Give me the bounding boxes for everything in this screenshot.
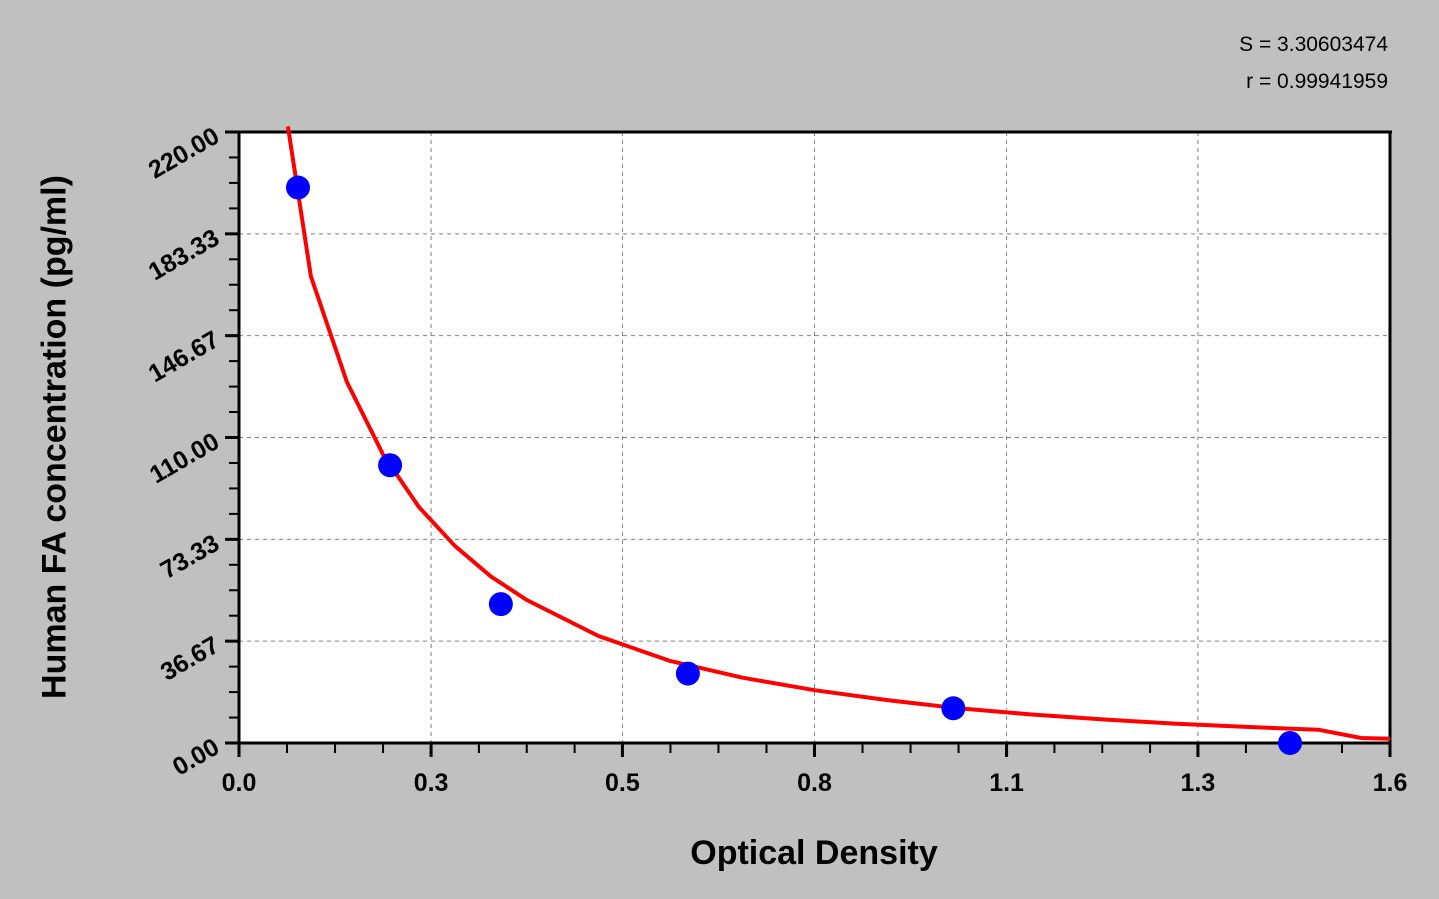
x-tick-label: 0.3 bbox=[414, 769, 449, 797]
y-tick-label: 36.67 bbox=[156, 631, 224, 687]
x-tick-label: 1.1 bbox=[989, 769, 1024, 797]
y-tick-label: 146.67 bbox=[144, 326, 224, 388]
x-tick-label: 0.0 bbox=[222, 769, 257, 797]
y-axis-ticks: 0.00 36.67 73.33 110.00 146.67 183.33 220.00 bbox=[144, 122, 239, 782]
y-tick-label: 73.33 bbox=[156, 529, 224, 585]
x-tick-label: 0.8 bbox=[797, 769, 832, 797]
y-tick-label: 220.00 bbox=[144, 122, 224, 184]
y-axis-label: Human FA concentration (pg/ml) bbox=[35, 175, 74, 699]
data-point bbox=[675, 661, 700, 686]
data-point bbox=[1278, 731, 1303, 755]
x-tick-label: 0.5 bbox=[605, 769, 640, 797]
data-point bbox=[941, 696, 966, 721]
data-point bbox=[378, 453, 403, 478]
x-tick-label: 1.3 bbox=[1181, 769, 1216, 797]
y-tick-label: 183.33 bbox=[144, 224, 224, 286]
x-axis-ticks: 0.0 0.3 0.5 0.8 1.1 1.3 1.6 bbox=[222, 743, 1408, 797]
gridlines bbox=[239, 132, 1390, 743]
y-tick-label: 110.00 bbox=[145, 427, 224, 489]
x-axis-label: Optical Density bbox=[690, 834, 938, 872]
data-points bbox=[285, 175, 1303, 755]
data-point bbox=[285, 175, 310, 200]
x-tick-label: 1.6 bbox=[1373, 769, 1408, 797]
s-statistic: S = 3.30603474 bbox=[1239, 33, 1388, 56]
y-tick-label: 0.00 bbox=[168, 733, 224, 782]
r-statistic: r = 0.99941959 bbox=[1246, 70, 1388, 93]
data-point bbox=[488, 592, 513, 617]
axes bbox=[227, 130, 1392, 755]
